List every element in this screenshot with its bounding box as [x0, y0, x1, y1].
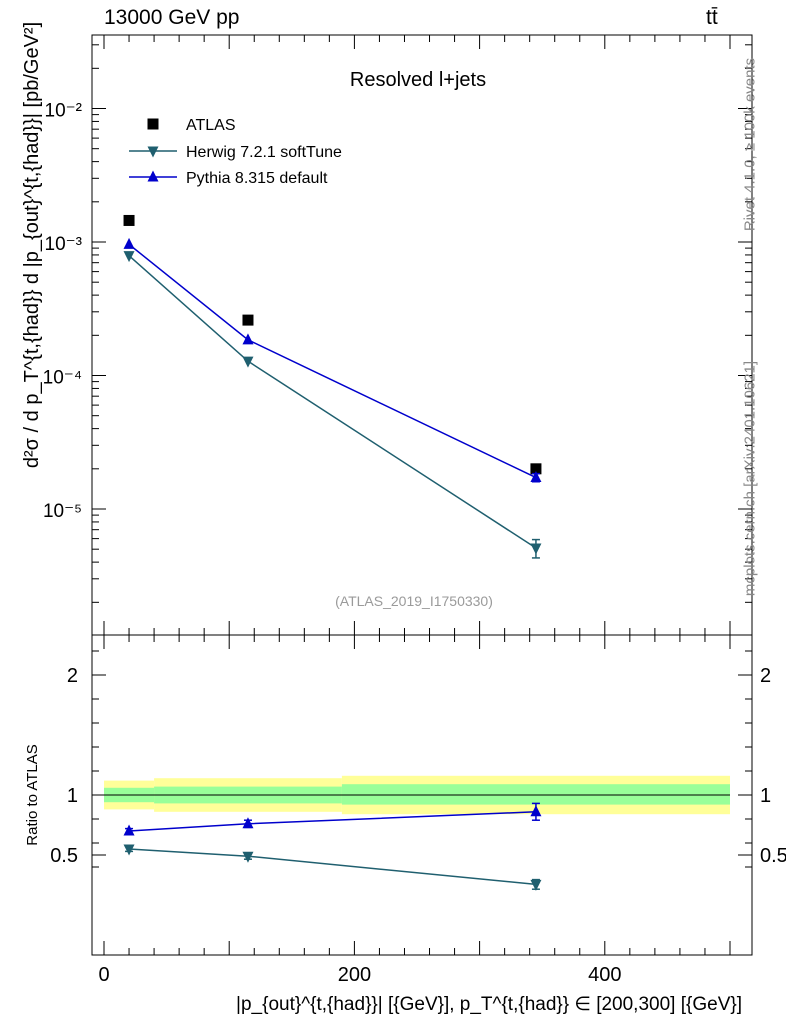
- herwig-point: [530, 543, 542, 555]
- pythia-ratio-point: [530, 805, 542, 817]
- mcplots-source-label: mcplots.cern.ch [arXiv:2401.10621]: [741, 360, 759, 597]
- atlas-point: [530, 463, 542, 475]
- atlas-point: [242, 314, 254, 326]
- ratio-y-tick-label-left: 0.5: [50, 845, 78, 867]
- uncertainty-band-inner: [341, 784, 730, 805]
- legend-pythia-label: Pythia 8.315 default: [186, 170, 328, 187]
- pythia-point: [242, 333, 254, 345]
- legend-herwig-marker: [147, 146, 159, 158]
- header-final-state-label: tt̄: [706, 6, 718, 29]
- rivet-version-label: Rivet 4.1.0, ≥ 100k events: [741, 57, 759, 232]
- ratio-y-tick-label-right: 1: [760, 785, 771, 807]
- ratio-y-tick-label-right: 0.5: [760, 845, 786, 867]
- pythia-point: [530, 471, 542, 483]
- x-tick-label: 0: [98, 964, 109, 986]
- atlas-point: [123, 214, 135, 226]
- pythia-ratio-line: [128, 811, 536, 832]
- herwig-ratio-point: [123, 844, 135, 856]
- plot-title: Resolved l+jets: [350, 69, 486, 91]
- header-process-label: 13000 GeV pp: [104, 6, 240, 29]
- ratio-y-tick-label-right: 2: [760, 665, 771, 687]
- pythia-line: [128, 243, 537, 479]
- y-tick-label: 10⁻⁴: [43, 368, 82, 389]
- pythia-ratio-point: [242, 817, 254, 829]
- x-axis-label: |p_{out}^{t,{had}}| [{GeV}], p_T^{t,{had…: [236, 994, 742, 1015]
- y-tick-label: 10⁻²: [45, 101, 83, 122]
- pythia-ratio-point: [123, 824, 135, 836]
- legend-herwig-label: Herwig 7.2.1 softTune: [186, 144, 342, 161]
- herwig-line: [128, 255, 537, 549]
- y-tick-label: 10⁻⁵: [43, 501, 82, 522]
- herwig-ratio-point: [242, 851, 254, 863]
- herwig-ratio-point: [530, 879, 542, 891]
- herwig-point: [242, 356, 254, 368]
- pythia-ratio-group: [128, 811, 536, 832]
- pythia-point: [123, 237, 135, 249]
- ratio-y-axis-label: Ratio to ATLAS: [24, 744, 41, 845]
- y-axis-label: d²σ / d p_T^{t,{had}} d |p_{out}^{t,{had…: [21, 22, 43, 468]
- legend-atlas-marker: [147, 118, 159, 130]
- ratio-y-tick-label-left: 1: [67, 785, 78, 807]
- y-tick-label: 10⁻³: [45, 234, 83, 255]
- legend-pythia-marker: [147, 170, 159, 182]
- herwig-ratio-line: [128, 848, 537, 886]
- herwig-ratio-group: [128, 848, 537, 886]
- legend-atlas-label: ATLAS: [186, 117, 236, 134]
- x-tick-label: 200: [338, 964, 371, 986]
- ratio-y-tick-label-left: 2: [67, 665, 78, 687]
- x-tick-label: 400: [588, 964, 621, 986]
- herwig-point: [123, 251, 135, 263]
- analysis-id-watermark: (ATLAS_2019_I1750330): [335, 593, 493, 609]
